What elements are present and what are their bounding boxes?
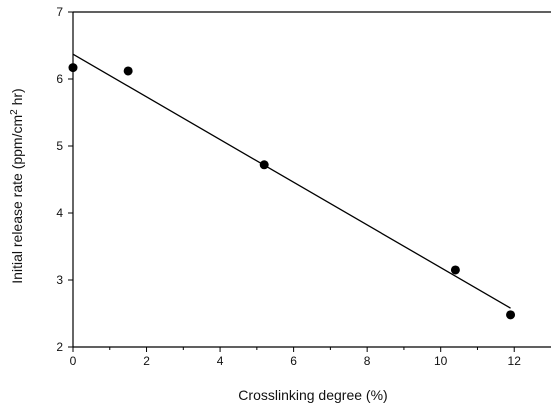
y-tick-label: 6 <box>56 72 63 86</box>
y-tick-label: 3 <box>56 273 63 287</box>
x-tick-label: 0 <box>70 354 77 368</box>
data-point <box>259 160 269 170</box>
y-tick-label: 4 <box>56 206 63 220</box>
y-axis-label-prefix: Initial release rate (ppm/cm <box>9 115 25 284</box>
x-axis-ticks: 0 2 4 6 8 10 12 <box>70 347 522 368</box>
x-tick-label: 6 <box>290 354 297 368</box>
data-point <box>68 63 78 73</box>
y-axis-label: Initial release rate (ppm/cm2 hr) <box>9 88 26 283</box>
x-tick-label: 8 <box>364 354 371 368</box>
y-tick-label: 7 <box>56 5 63 19</box>
x-tick-label: 10 <box>434 354 448 368</box>
x-tick-label: 4 <box>217 354 224 368</box>
data-point <box>450 265 460 275</box>
axes <box>72 11 551 348</box>
x-axis-label: Crosslinking degree (%) <box>238 387 387 403</box>
data-point <box>123 66 133 76</box>
series-layer <box>68 53 516 320</box>
y-tick-label: 2 <box>56 340 63 354</box>
x-tick-label: 2 <box>143 354 150 368</box>
y-axis-label-superscript: 2 <box>9 109 20 115</box>
regression-line <box>72 53 511 309</box>
y-axis-ticks: 2 3 4 5 6 7 <box>56 5 73 354</box>
y-axis-label-suffix: hr) <box>9 88 25 109</box>
data-point <box>506 310 516 320</box>
x-tick-label: 12 <box>508 354 522 368</box>
y-tick-label: 5 <box>56 139 63 153</box>
